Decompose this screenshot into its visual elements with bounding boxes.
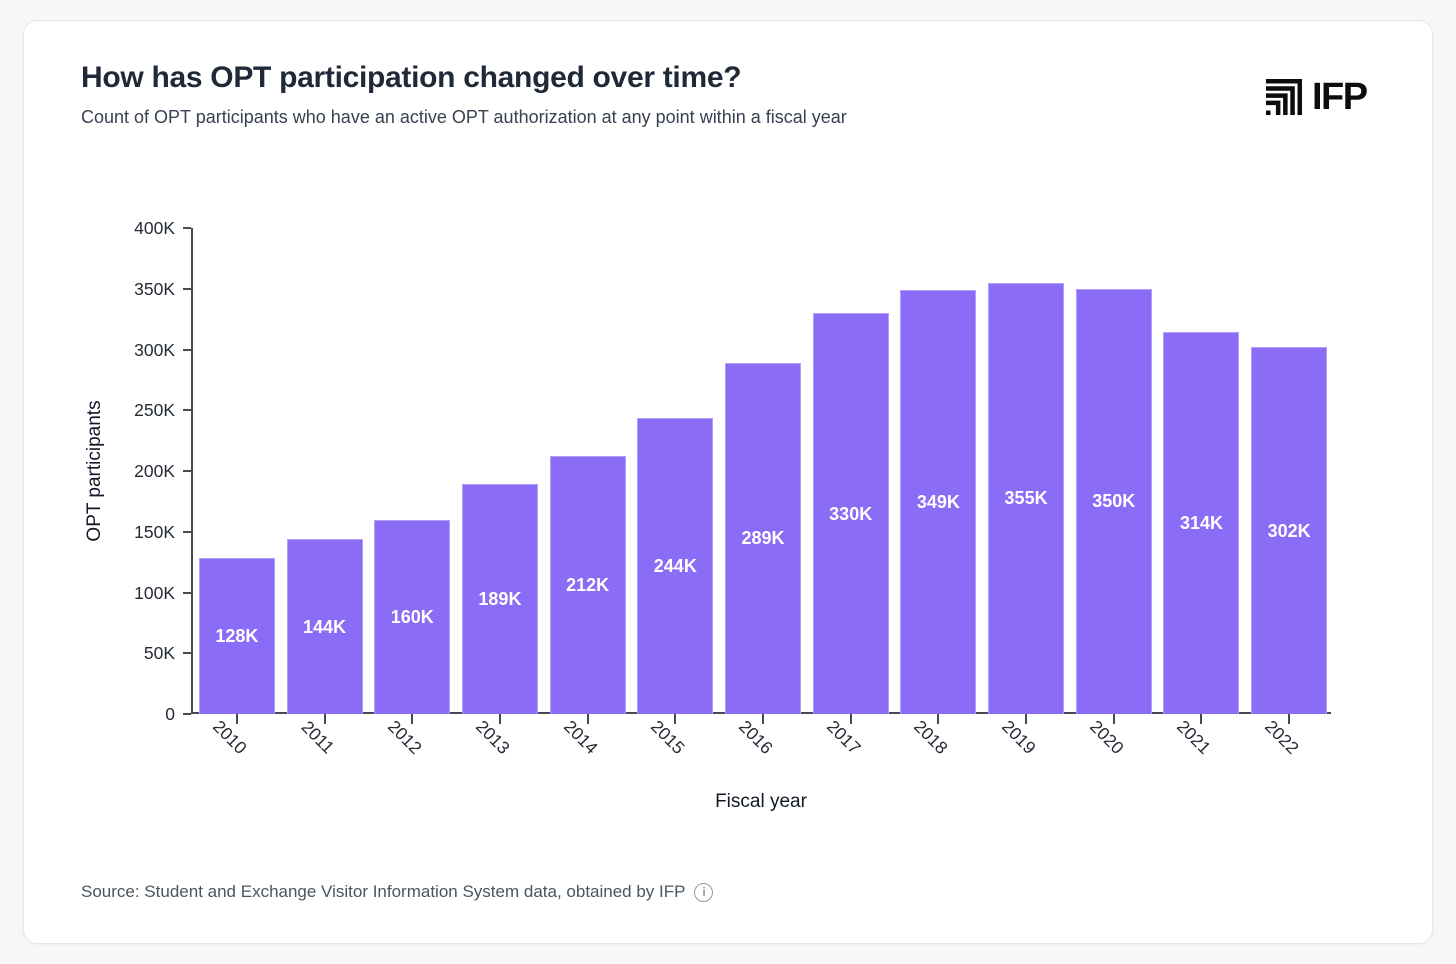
source-note: Source: Student and Exchange Visitor Inf… [81,882,714,902]
bar-chart: OPT participants 0 50K 100K 150K 200K 250K 300… [24,21,1434,881]
y-axis-tick [183,470,191,472]
x-axis-title: Fiscal year [715,791,807,812]
info-icon[interactable]: i [694,882,714,902]
y-axis-title: OPT participants [84,400,105,542]
x-tick-label-2014: 2014 [559,716,602,758]
y-axis-tick [183,591,191,594]
x-tick-label-2020: 2020 [1085,716,1128,758]
x-tick-label-2016: 2016 [735,716,777,758]
bar-2018[interactable] [900,289,977,714]
y-tick-label: 250K [134,400,175,421]
y-axis-tick [183,227,191,229]
y-tick-label: 100K [134,582,175,603]
x-tick-label-2017: 2017 [822,716,865,758]
y-tick-label: 0 [165,704,175,724]
bar-2021[interactable] [1163,332,1240,714]
y-axis-tick [183,652,191,655]
bar-2017[interactable] [812,313,889,714]
x-tick-label-2022: 2022 [1261,716,1303,758]
y-axis-tick [183,348,191,351]
x-tick-label-2011: 2011 [297,716,338,758]
x-axis-tick [762,714,764,724]
x-axis-tick [674,714,677,724]
bar-2014[interactable] [549,456,626,714]
y-tick-label: 50K [143,643,175,664]
x-tick-label-2013: 2013 [472,716,514,758]
x-axis-tick [586,714,589,724]
y-tick-label: 200K [134,461,175,481]
ifp-logo-icon [1266,79,1302,115]
x-axis-tick [1288,714,1291,724]
bar-2019[interactable] [988,282,1065,714]
x-tick-label-2021: 2021 [1173,716,1216,758]
x-tick-label-2010: 2010 [208,716,251,758]
x-tick-label-2012: 2012 [384,716,426,758]
bar-2016[interactable] [725,362,801,714]
chart-card: How has OPT participation changed over t… [23,20,1433,944]
y-axis-tick [183,530,191,533]
x-axis-tick [411,714,414,724]
bar-2012[interactable] [374,519,451,714]
x-tick-label-2019: 2019 [998,716,1040,758]
x-axis-tick [849,714,852,724]
y-axis-tick [183,287,191,290]
bar-2022[interactable] [1251,347,1328,714]
x-axis-tick [1112,714,1115,724]
y-tick-label: 150K [134,521,175,542]
y-tick-label: 350K [134,278,175,299]
y-tick-label: 300K [134,339,175,360]
y-axis-tick [183,409,191,412]
bar-2013[interactable] [461,484,538,714]
x-axis-tick [235,714,238,724]
ifp-logo: IFP [1266,76,1368,118]
page-subtitle: Count of OPT participants who have an ac… [81,107,847,127]
x-tick-label-2015: 2015 [647,716,690,758]
ifp-logo-text: IFP [1312,76,1368,118]
x-tick-label-2018: 2018 [910,716,953,758]
y-tick-label: 400K [134,218,175,238]
bar-2015[interactable] [637,417,714,714]
page-title: How has OPT participation changed over t… [81,61,742,94]
plot-area: 0 50K 100K 150K 200K 250K 300K 350K 400K 128K 2010… [134,218,1331,758]
x-axis-tick [937,714,940,724]
bar-2020[interactable] [1075,288,1152,714]
x-axis-tick [1200,714,1203,724]
x-axis-tick [498,714,501,724]
bar-2010[interactable] [198,558,275,714]
bar-2011[interactable] [286,539,363,714]
x-axis-tick [323,714,326,724]
x-axis-tick [1025,714,1028,724]
source-text: Source: Student and Exchange Visitor Inf… [81,882,686,901]
y-axis-tick [183,713,191,715]
